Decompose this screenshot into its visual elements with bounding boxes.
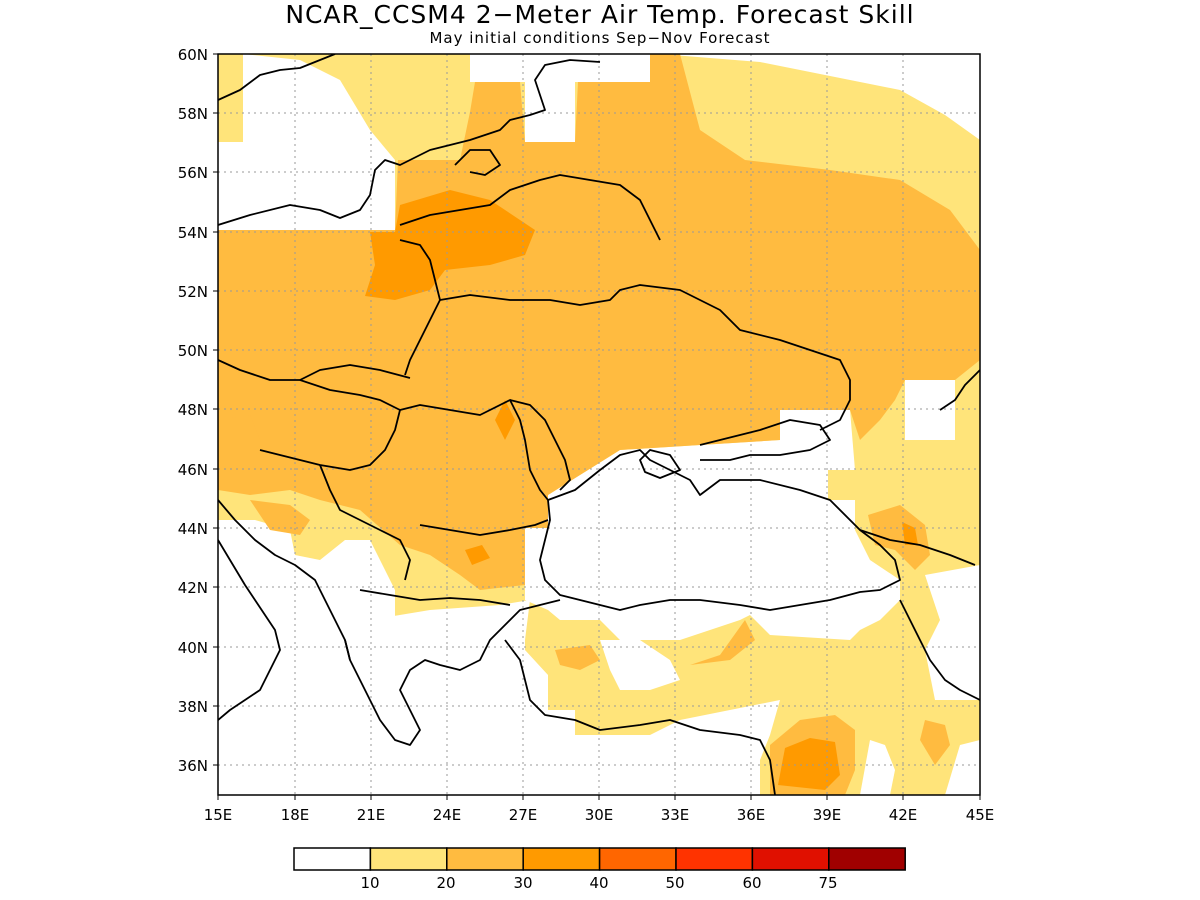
longitude-labels: 15E 18E 21E 24E 27E 30E 33E 36E 39E 42E …	[204, 806, 995, 824]
italy-coast	[218, 539, 281, 721]
adriatic-coast	[218, 499, 351, 661]
coastlines-and-borders	[218, 54, 980, 795]
border-turkey-east	[899, 599, 980, 701]
lon-label: 39E	[813, 806, 842, 824]
lat-label: 36N	[178, 757, 208, 775]
border-romania	[399, 399, 549, 501]
lat-label: 60N	[178, 46, 208, 64]
lon-label: 27E	[509, 806, 538, 824]
border-belarus-poland	[399, 239, 441, 376]
sea-of-azov-coast	[699, 419, 831, 461]
border-moldova	[509, 399, 571, 491]
lon-label: 42E	[889, 806, 918, 824]
colorbar-label: 40	[589, 874, 608, 892]
border-romania-bulgaria	[419, 519, 549, 536]
skill-shading	[218, 54, 980, 795]
map-title: NCAR_CCSM4 2−Meter Air Temp. Forecast Sk…	[285, 0, 915, 29]
lat-label: 42N	[178, 579, 208, 597]
colorbar-cell	[828, 847, 906, 871]
black-sea-coast	[539, 449, 901, 611]
lat-label: 52N	[178, 283, 208, 301]
colorbar-cell	[446, 847, 524, 871]
lon-label: 30E	[585, 806, 614, 824]
no-skill-areas	[218, 54, 980, 795]
colorbar-cell	[751, 847, 830, 871]
colorbar-cell	[369, 847, 448, 871]
lon-label: 24E	[433, 806, 462, 824]
lat-label: 48N	[178, 401, 208, 419]
border-belarus-north	[399, 174, 661, 241]
lat-label: 40N	[178, 639, 208, 657]
lon-label: 45E	[966, 806, 995, 824]
skill-30-40-fill	[365, 190, 918, 790]
border-czech-austria	[218, 359, 300, 381]
border-russia-georgia	[859, 529, 976, 566]
border-bulgaria-greece	[359, 589, 511, 606]
map-subtitle: May initial conditions Sep−Nov Forecast	[429, 29, 771, 47]
caspian-coast	[939, 369, 980, 411]
turkey-coast	[504, 639, 776, 795]
axis-ticks	[213, 53, 981, 800]
latitude-labels: 60N 58N 56N 54N 52N 50N 48N 46N 44N 42N …	[178, 46, 208, 775]
colorbar-label: 75	[818, 874, 837, 892]
border-hungary	[259, 379, 401, 471]
colorbar-label: 10	[360, 874, 379, 892]
border-serbia	[319, 464, 411, 581]
colorbar-cell	[598, 847, 677, 871]
colorbar-label: 30	[513, 874, 532, 892]
colorbar: 10 20 30 40 50 60 75	[293, 847, 906, 892]
lon-label: 15E	[204, 806, 233, 824]
colorbar-cell	[293, 847, 372, 871]
lon-label: 36E	[737, 806, 766, 824]
lat-label: 44N	[178, 520, 208, 538]
colorbar-label: 60	[742, 874, 761, 892]
lat-label: 46N	[178, 461, 208, 479]
lat-label: 58N	[178, 105, 208, 123]
lon-label: 33E	[661, 806, 690, 824]
colorbar-cell	[675, 847, 754, 871]
baltic-coast	[218, 59, 601, 226]
border-ukraine	[439, 284, 851, 431]
greece-coast	[344, 599, 561, 746]
colorbar-cell	[522, 847, 601, 871]
lon-label: 21E	[357, 806, 386, 824]
scandinavia-coast	[218, 54, 336, 101]
border-slovakia	[299, 364, 411, 381]
crimea-coast	[639, 449, 681, 479]
colorbar-label: 20	[436, 874, 455, 892]
lat-label: 54N	[178, 224, 208, 242]
gulf-of-riga-coast	[454, 149, 501, 176]
colorbar-label: 50	[665, 874, 684, 892]
lat-label: 38N	[178, 698, 208, 716]
lat-label: 50N	[178, 342, 208, 360]
lat-label: 56N	[178, 164, 208, 182]
lon-label: 18E	[281, 806, 310, 824]
colorbar-cells	[293, 847, 906, 871]
